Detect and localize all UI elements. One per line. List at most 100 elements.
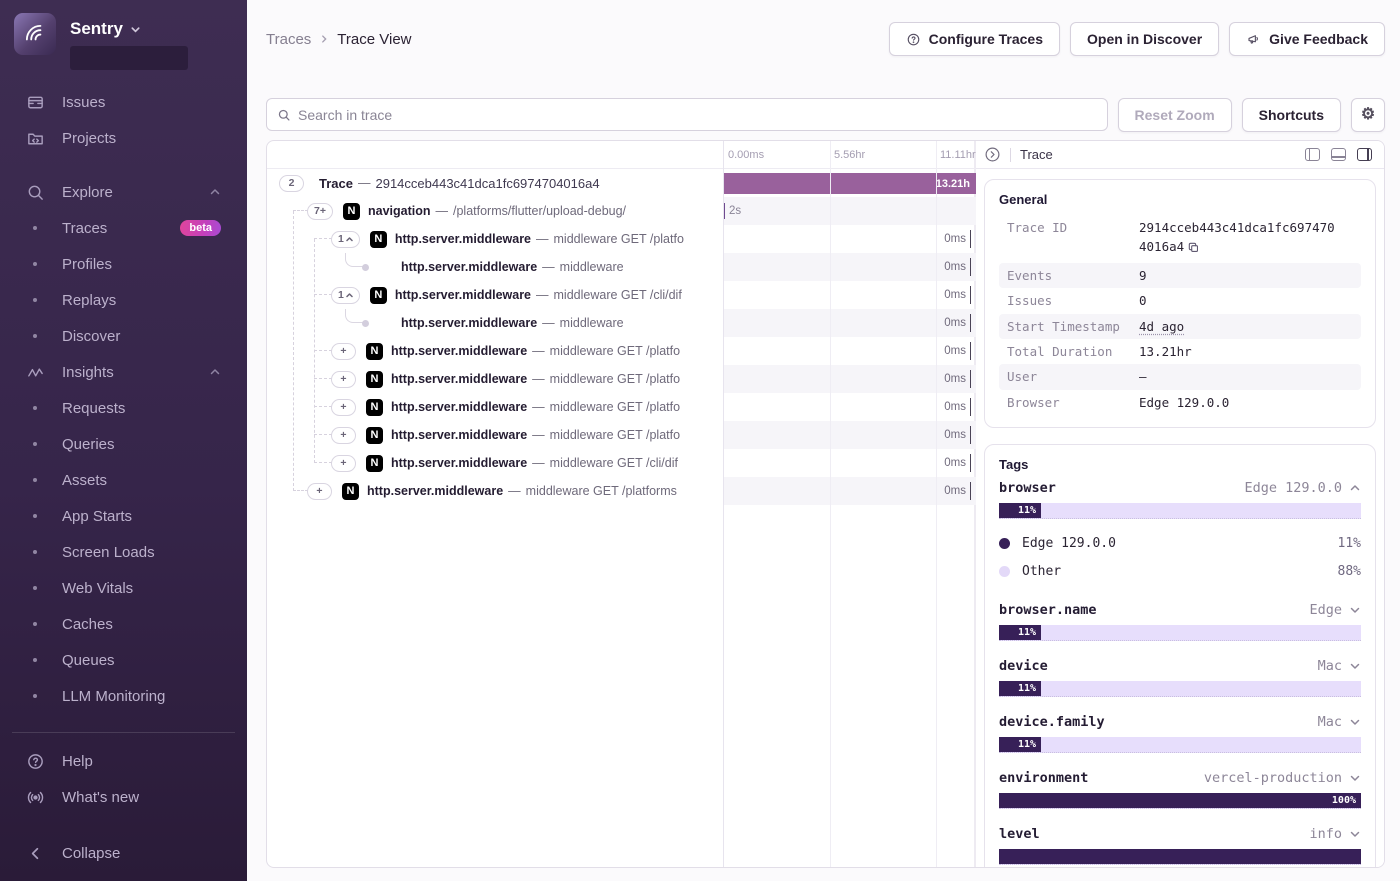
sidebar-section-explore[interactable]: Explore <box>0 174 247 210</box>
span-bar-cell[interactable]: 0ms <box>723 365 976 393</box>
span-bar-cell[interactable]: 13.21h <box>723 169 976 197</box>
span-row[interactable]: http.server.middleware — middleware 0ms <box>267 253 976 281</box>
legend-row[interactable]: Edge 129.0.0 11% <box>999 529 1361 557</box>
sidebar-item-what-s-new[interactable]: What's new <box>0 779 247 815</box>
main-content: Traces Trace View Configure Traces Open i… <box>247 0 1400 881</box>
copy-icon[interactable] <box>1187 240 1200 259</box>
sidebar-item-queries[interactable]: Queries <box>0 426 247 462</box>
tag-header[interactable]: browser.name Edge <box>999 602 1361 618</box>
tag-distribution-bar[interactable] <box>999 849 1361 865</box>
span-count-badge[interactable]: 2 <box>279 174 304 192</box>
dock-left-icon[interactable] <box>1305 148 1320 161</box>
sidebar-item-traces[interactable]: Traces beta <box>0 210 247 246</box>
breadcrumb-traces[interactable]: Traces <box>266 30 312 48</box>
tag-group-level: level info <box>999 826 1361 865</box>
span-bar-cell[interactable]: 0ms <box>723 421 976 449</box>
tag-header[interactable]: device.family Mac <box>999 714 1361 730</box>
general-key: User <box>1007 369 1038 385</box>
span-bar-cell[interactable]: 0ms <box>723 477 976 505</box>
sidebar-item-web-vitals[interactable]: Web Vitals <box>0 570 247 606</box>
span-bar-cell[interactable]: 0ms <box>723 253 976 281</box>
tag-header[interactable]: device Mac <box>999 658 1361 674</box>
tag-distribution-bar[interactable]: 11% <box>999 681 1361 697</box>
shortcuts-button[interactable]: Shortcuts <box>1241 98 1341 132</box>
span-count-badge[interactable]: 7+ <box>307 202 333 220</box>
general-card: General Trace ID 2914cceb443c41dca1fc6974… <box>984 179 1376 428</box>
span-count-badge[interactable]: + <box>331 454 356 472</box>
tag-header[interactable]: level info <box>999 826 1361 842</box>
give-feedback-button[interactable]: Give Feedback <box>1229 22 1385 56</box>
trace-duration-bar[interactable]: 13.21h <box>723 173 976 194</box>
span-count-badge[interactable]: + <box>331 342 356 360</box>
sidebar-item-issues[interactable]: Issues <box>0 84 247 120</box>
sidebar-item-assets[interactable]: Assets <box>0 462 247 498</box>
timeline-header[interactable]: 0.00ms 5.56hr 11.11hr <box>267 141 976 169</box>
span-count-badge[interactable]: + <box>331 398 356 416</box>
legend-dot <box>999 537 1010 549</box>
span-bar-cell[interactable]: 0ms <box>723 337 976 365</box>
span-bar-cell[interactable]: 0ms <box>723 225 976 253</box>
configure-traces-button[interactable]: Configure Traces <box>888 22 1061 56</box>
tag-distribution-bar[interactable]: 11% <box>999 503 1361 519</box>
span-end-tick <box>969 314 971 332</box>
sidebar-item-help[interactable]: Help <box>0 743 247 779</box>
span-count-badge[interactable]: + <box>331 370 356 388</box>
span-count-badge[interactable]: + <box>307 482 332 500</box>
sidebar-item-llm-monitoring[interactable]: LLM Monitoring <box>0 678 247 714</box>
org-switcher[interactable]: Sentry <box>70 19 188 39</box>
dock-bottom-icon[interactable] <box>1331 148 1346 161</box>
general-value: 0 <box>1139 293 1147 309</box>
span-count-badge[interactable]: 1 <box>331 230 360 248</box>
sidebar-item-app-starts[interactable]: App Starts <box>0 498 247 534</box>
span-bar-cell[interactable]: 0ms <box>723 393 976 421</box>
span-op: http.server.middleware <box>367 484 504 498</box>
span-bar-cell[interactable]: 0ms <box>723 449 976 477</box>
help-circle-icon <box>906 32 921 47</box>
circle-chevron-right-icon[interactable] <box>984 146 1001 163</box>
nextjs-icon: N <box>366 398 383 416</box>
tag-distribution-bar[interactable]: 11% <box>999 737 1361 753</box>
sidebar-item-profiles[interactable]: Profiles <box>0 246 247 282</box>
sidebar-item-projects[interactable]: Projects <box>0 120 247 156</box>
open-in-discover-button[interactable]: Open in Discover <box>1070 22 1220 56</box>
span-bar-cell[interactable]: 0ms <box>723 309 976 337</box>
span-bar-cell[interactable]: 0ms <box>723 281 976 309</box>
span-count-badge[interactable]: + <box>331 426 356 444</box>
tag-header[interactable]: environment vercel-production <box>999 770 1361 786</box>
tag-distribution-bar[interactable]: 11% <box>999 625 1361 641</box>
sentry-logo[interactable] <box>14 13 56 55</box>
sidebar-collapse-button[interactable]: Collapse <box>0 835 247 871</box>
reset-zoom-button[interactable]: Reset Zoom <box>1117 98 1232 132</box>
span-count-badge[interactable]: 1 <box>331 286 360 304</box>
span-row[interactable]: 2 Trace —2914cceb443c41dca1fc6974704016a4 1… <box>267 169 976 197</box>
search-input[interactable] <box>298 106 1097 123</box>
brand-name: Sentry <box>70 19 123 38</box>
sidebar-item-replays[interactable]: Replays <box>0 282 247 318</box>
span-row[interactable]: http.server.middleware — middleware 0ms <box>267 309 976 337</box>
dock-right-icon[interactable] <box>1357 148 1372 161</box>
span-end-tick <box>969 454 971 472</box>
sidebar-item-caches[interactable]: Caches <box>0 606 247 642</box>
tag-header[interactable]: browser Edge 129.0.0 <box>999 480 1361 496</box>
sidebar-item-queues[interactable]: Queues <box>0 642 247 678</box>
sidebar-item-screen-loads[interactable]: Screen Loads <box>0 534 247 570</box>
legend-row[interactable]: Other 88% <box>999 557 1361 585</box>
span-description: middleware GET /cli/dif <box>549 456 678 470</box>
span-bar-cell[interactable]: 2s <box>723 197 976 225</box>
sidebar-item-requests[interactable]: Requests <box>0 390 247 426</box>
nextjs-icon: N <box>342 202 360 220</box>
settings-button[interactable]: ⚙ <box>1351 98 1385 132</box>
sidebar-section-insights[interactable]: Insights <box>0 354 247 390</box>
chevron-up-icon <box>346 292 353 299</box>
sidebar-item-discover[interactable]: Discover <box>0 318 247 354</box>
tag-distribution-bar[interactable]: 100% <box>999 793 1361 809</box>
